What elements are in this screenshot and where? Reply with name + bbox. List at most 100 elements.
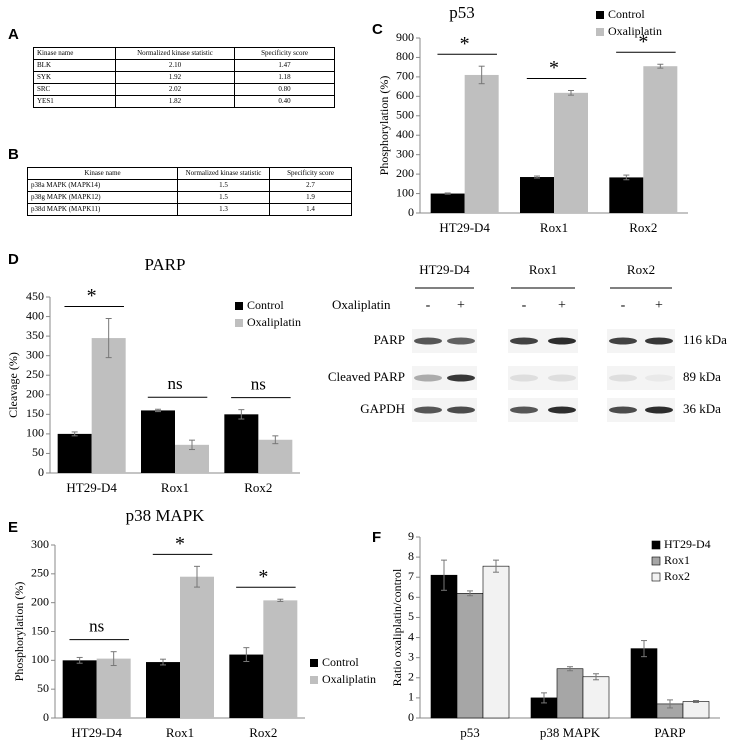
table-cell: BLK (33, 59, 116, 72)
panel-label: E (8, 519, 18, 536)
legend-swatch (310, 659, 318, 667)
table-row: YES1 1.82 0.40 (33, 95, 335, 108)
legend-swatch (310, 676, 318, 684)
error-bar (110, 651, 117, 667)
x-tick-label: p53 (460, 725, 480, 740)
treatment-sign: - (621, 298, 626, 313)
bar (258, 439, 293, 473)
table-row: p38d MAPK (MAPK11) 1.3 1.4 (27, 203, 352, 216)
y-tick-label: 150 (26, 406, 44, 420)
table-cell: YES1 (33, 95, 116, 108)
bar (520, 177, 554, 213)
error-bar (693, 700, 699, 704)
panel-label: B (8, 146, 19, 163)
error-bar (641, 640, 647, 658)
blot-band (609, 406, 637, 414)
table-header-cell: Specificity score (234, 47, 335, 60)
chart-title: p38 MAPK (126, 506, 206, 525)
table-cell: 1.5 (177, 179, 270, 192)
y-tick-label: 800 (396, 49, 414, 63)
y-tick-label: 0 (408, 710, 414, 724)
legend-swatch (651, 572, 661, 582)
error-bar (657, 63, 664, 69)
blot-band (548, 374, 576, 382)
panel-label: C (372, 21, 383, 38)
y-tick-label: 900 (396, 30, 414, 44)
x-tick-label: p38 MAPK (540, 725, 601, 740)
error-bar (155, 408, 161, 413)
y-tick-label: 7 (408, 569, 414, 583)
y-tick-label: 500 (396, 108, 414, 122)
legend-label: Control (247, 298, 284, 312)
bar (62, 660, 97, 718)
chart-title: p53 (449, 3, 475, 22)
treatment-sign: - (426, 298, 431, 313)
blot-size-label: 116 kDa (683, 332, 727, 347)
blot-band (645, 374, 673, 382)
blot-band (645, 406, 673, 414)
error-bar (243, 647, 250, 662)
legend-swatch (651, 540, 661, 550)
error-bar (478, 65, 485, 85)
x-tick-label: Rox2 (244, 480, 272, 495)
treatment-sign: + (655, 298, 663, 313)
error-bar (277, 598, 284, 603)
table-row: p38g MAPK (MAPK12) 1.5 1.9 (27, 191, 352, 204)
bar (96, 658, 131, 718)
y-tick-label: 0 (38, 465, 44, 479)
bar (141, 410, 175, 473)
y-axis-label: Ratio oxaliplatin/control (390, 568, 404, 686)
blot-band (447, 406, 475, 414)
blot-band (548, 337, 576, 345)
table-cell: SYK (33, 71, 116, 84)
table-cell: 1.92 (115, 71, 235, 84)
x-tick-label: HT29-D4 (439, 220, 490, 235)
error-bar (238, 409, 245, 420)
y-axis-label: Cleavage (%) (6, 352, 20, 418)
error-bar (105, 318, 112, 359)
table-cell: p38a MAPK (MAPK14) (27, 179, 178, 192)
blot-row-label: PARP (374, 332, 405, 347)
error-bar (444, 192, 451, 195)
y-axis-label: Phosphorylation (%) (377, 76, 391, 176)
legend-label: Rox2 (664, 569, 690, 583)
y-tick-label: 2 (408, 670, 414, 684)
y-tick-label: 4 (408, 629, 414, 643)
x-tick-label: Rox2 (629, 220, 657, 235)
legend-label: HT29-D4 (664, 537, 711, 551)
y-tick-label: 0 (43, 710, 49, 724)
table-cell: 1.82 (115, 95, 235, 108)
blot-row-label: GAPDH (360, 401, 405, 416)
y-tick-label: 700 (396, 69, 414, 83)
y-tick-label: 250 (26, 367, 44, 381)
table-row: SYK 1.92 1.18 (33, 71, 335, 84)
table-cell: SRC (33, 83, 116, 96)
table-cell: 2.7 (269, 179, 352, 192)
blot-size-label: 36 kDa (683, 401, 721, 416)
error-bar (71, 431, 78, 437)
treatment-sign: + (558, 298, 566, 313)
y-tick-label: 600 (396, 88, 414, 102)
blot-band (609, 374, 637, 382)
blot-band (609, 337, 637, 345)
y-axis-label: Phosphorylation (%) (12, 582, 26, 682)
blot-band (414, 337, 442, 345)
y-tick-label: 300 (31, 537, 49, 551)
y-tick-label: 100 (26, 426, 44, 440)
y-tick-label: 300 (26, 347, 44, 361)
bar (430, 574, 458, 719)
bar (556, 668, 584, 719)
y-tick-label: 0 (408, 205, 414, 219)
error-bar (272, 435, 279, 445)
y-tick-label: 300 (396, 146, 414, 160)
error-bar (534, 175, 540, 179)
error-bar (194, 565, 200, 588)
significance-label: ns (167, 374, 182, 393)
table-header-cell: Normalized kinase statistic (177, 167, 270, 180)
blot-band (510, 374, 538, 382)
x-tick-label: PARP (654, 725, 685, 740)
significance-label: ns (89, 617, 104, 636)
panel-label: D (8, 251, 19, 268)
table-cell: 0.40 (234, 95, 335, 108)
